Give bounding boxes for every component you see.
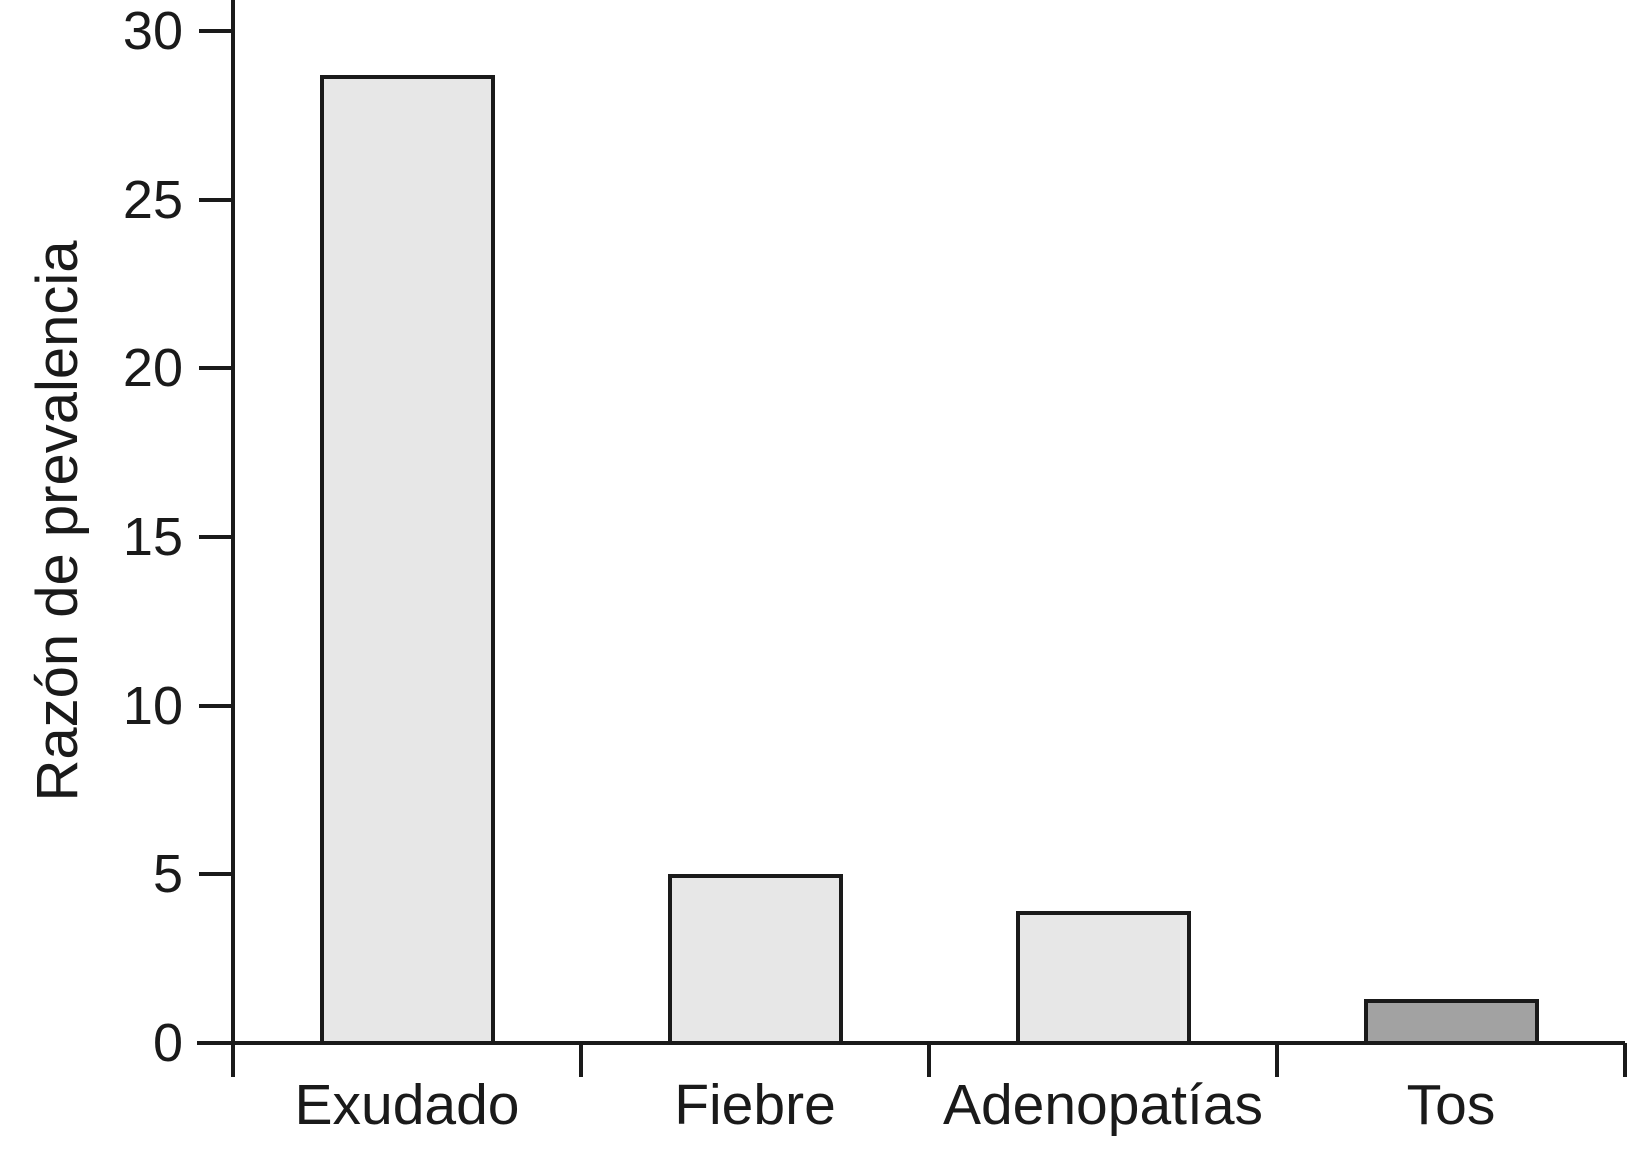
y-tick-mark-20: [199, 366, 233, 371]
y-tick-label-20: 20: [122, 338, 183, 399]
bar-tos: [1363, 999, 1539, 1043]
x-category-label-fiebre: Fiebre: [674, 1073, 836, 1137]
x-category-label-tos: Tos: [1406, 1073, 1496, 1137]
y-tick-mark-30: [199, 29, 233, 33]
y-tick-mark-15: [199, 535, 233, 539]
y-tick-label-10: 10: [122, 675, 183, 736]
x-boundary-tick-2: [927, 1043, 931, 1077]
y-tick-label-15: 15: [122, 507, 183, 567]
x-category-label-exudado: Exudado: [294, 1073, 520, 1137]
y-tick-label-30: 30: [122, 1, 183, 61]
x-boundary-tick-3: [1275, 1043, 1279, 1077]
y-tick-label-5: 5: [152, 844, 183, 905]
bar-exudado: [319, 74, 495, 1043]
x-boundary-tick-1: [579, 1043, 583, 1077]
bar-fiebre: [667, 874, 843, 1043]
y-tick-label-25: 25: [122, 169, 183, 230]
y-tick-mark-10: [199, 703, 233, 708]
x-boundary-tick-4: [1623, 1043, 1627, 1077]
x-category-label-adenopatias: Adenopatías: [942, 1073, 1264, 1137]
bar-adenopatias: [1015, 911, 1191, 1043]
y-tick-mark-25: [199, 197, 233, 202]
y-tick-label-0: 0: [152, 1013, 183, 1073]
y-tick-mark-5: [199, 872, 233, 877]
y-axis-line: [231, 0, 235, 1077]
x-axis-line: [197, 1041, 1625, 1045]
